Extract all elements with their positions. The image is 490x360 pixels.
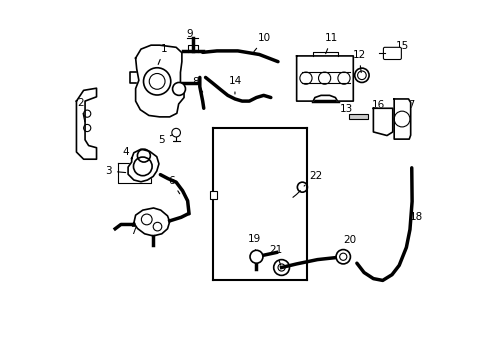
Text: 3: 3 bbox=[105, 166, 125, 176]
Text: 4: 4 bbox=[122, 147, 140, 157]
Text: 16: 16 bbox=[372, 100, 385, 119]
Polygon shape bbox=[128, 149, 159, 182]
Text: 13: 13 bbox=[340, 104, 358, 117]
Polygon shape bbox=[136, 45, 184, 117]
Circle shape bbox=[250, 250, 263, 263]
Circle shape bbox=[153, 222, 162, 231]
Text: 7: 7 bbox=[130, 221, 143, 236]
Text: 1: 1 bbox=[158, 44, 168, 64]
Polygon shape bbox=[134, 208, 170, 236]
Text: 17: 17 bbox=[403, 100, 416, 117]
Text: 21: 21 bbox=[269, 245, 282, 265]
Text: 22: 22 bbox=[304, 171, 322, 186]
Text: 20: 20 bbox=[343, 235, 356, 255]
Text: 19: 19 bbox=[247, 234, 261, 255]
Polygon shape bbox=[373, 108, 393, 135]
Circle shape bbox=[172, 82, 186, 95]
Text: 11: 11 bbox=[325, 33, 339, 54]
Polygon shape bbox=[296, 56, 353, 101]
Polygon shape bbox=[76, 88, 97, 159]
Text: 5: 5 bbox=[158, 134, 173, 145]
Text: 18: 18 bbox=[410, 204, 423, 221]
Text: 12: 12 bbox=[352, 50, 366, 72]
Bar bbox=[210, 192, 217, 199]
Text: 2: 2 bbox=[77, 98, 85, 122]
Text: 10: 10 bbox=[254, 33, 271, 51]
Text: 6: 6 bbox=[168, 176, 180, 194]
Circle shape bbox=[336, 249, 350, 264]
Text: 9: 9 bbox=[186, 29, 193, 45]
Polygon shape bbox=[394, 99, 411, 139]
Text: 14: 14 bbox=[228, 76, 242, 94]
Circle shape bbox=[172, 129, 180, 137]
Bar bbox=[349, 114, 368, 119]
Text: 8: 8 bbox=[192, 77, 203, 92]
FancyBboxPatch shape bbox=[383, 47, 401, 59]
Text: 15: 15 bbox=[389, 41, 409, 53]
